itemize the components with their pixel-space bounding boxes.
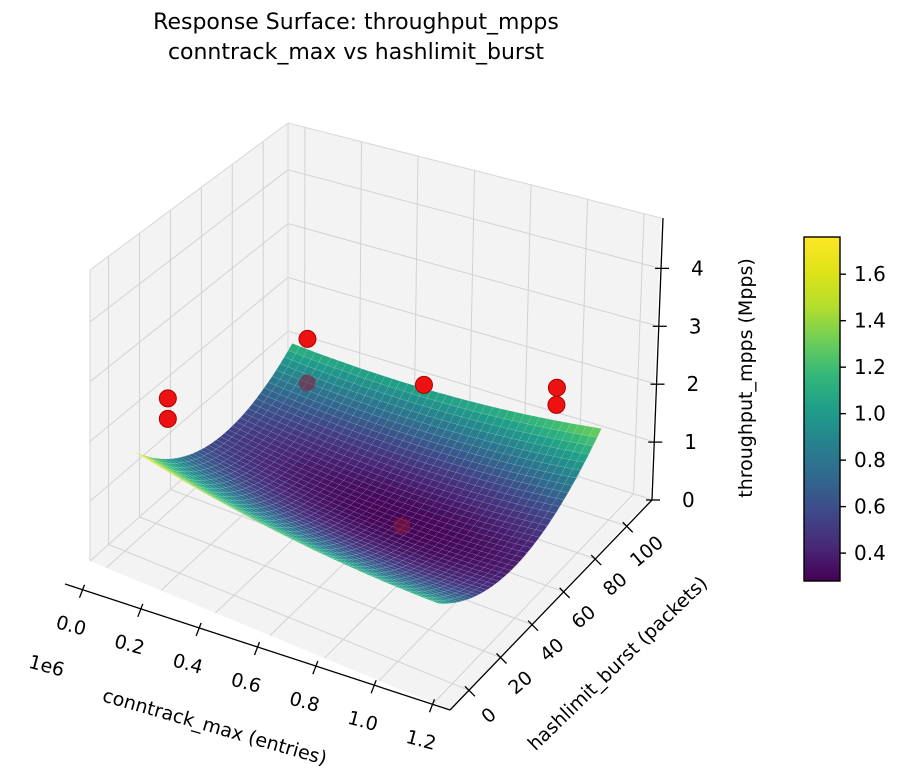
x-tick-label: 1.2 [404,726,439,755]
y-tick-label: 80 [599,568,632,600]
tick-marks [78,267,670,713]
surface-cell [515,550,528,558]
z-axis-line [651,217,664,501]
y-axis-line [449,499,653,711]
data-point [547,378,566,397]
y-tick [559,587,571,599]
x-tick [370,679,377,694]
surface-cell [450,598,464,603]
surface-cell [559,483,573,494]
x-tick-label: 0.6 [229,669,264,698]
x-tick [78,584,86,598]
data-point [414,375,433,394]
surface-cell [443,599,455,604]
surface-cell [446,598,460,603]
z-axis-label: throughput_mpps (Mpps) [735,258,757,498]
chart-title: Response Surface: throughput_mpps conntr… [0,8,712,68]
colorbar-gradient [803,236,841,582]
chart-title-line2: conntrack_max vs hashlimit_burst [167,40,545,65]
surface-cell [539,517,552,526]
x-tick-label: 0.4 [170,650,205,679]
y-tick-label: 0 [477,703,500,728]
surface-cell [511,555,524,563]
surface-cell [572,460,586,471]
colorbar: 0.4 0.6 0.8 1.0 1.2 1.4 1.6 [803,236,886,582]
surface-cell [531,529,544,538]
y-tick [527,620,539,632]
data-point [547,395,566,414]
surface-cell [564,476,577,486]
x-axis-offset-text: 1e6 [26,651,66,682]
y-tick [590,554,602,566]
x-tick [195,622,202,637]
y-tick [622,521,634,533]
data-point [298,329,317,348]
surface-cell [430,600,443,604]
response-surface [132,343,602,604]
surface-cell [580,444,594,455]
colorbar-tick-label: 1.4 [854,309,886,333]
surface-cell [499,567,512,575]
colorbar-tick-label: 0.6 [854,495,886,519]
chart-title-line1: Response Surface: throughput_mpps [153,10,559,35]
x-tick-label: 0.8 [287,688,322,717]
colorbar-tick-label: 1.0 [854,402,886,426]
surface-cell [439,600,451,604]
colorbar-tick-label: 0.4 [854,541,886,565]
x-tick [428,699,436,713]
surface-cell [551,497,565,507]
colorbar-tick-label: 1.6 [854,262,886,286]
surface-cell [458,595,472,600]
data-point-occluded [393,517,411,535]
x-tick-label: 0.2 [112,630,147,659]
y-tick-label: 40 [536,634,569,666]
z-tick-label: 4 [691,256,704,280]
z-tick-label: 3 [689,314,702,338]
colorbar-tick-label: 1.2 [854,355,886,379]
colorbar-tick-label: 0.8 [854,448,886,472]
y-tick-label: 20 [504,667,537,699]
surface-cell [454,596,468,602]
x-tick [253,641,261,656]
x-tick [312,660,319,675]
surface-cell [507,559,520,567]
data-point [158,409,177,428]
surface-cell [462,593,476,599]
y-tick [464,685,476,697]
z-tick-label: 1 [684,430,697,454]
y-tick-label: 60 [567,601,600,633]
x-tick [137,603,144,618]
x-tick-label: 0.0 [54,611,89,640]
scatter-points [158,329,566,535]
surface-cell [523,540,536,549]
surface-cell [555,490,569,501]
y-tick [496,653,507,664]
z-tick-label: 2 [687,372,700,396]
surface-cell [519,545,532,554]
data-point-occluded [298,374,316,392]
data-point [158,389,177,408]
surface-cell [576,452,590,463]
x-tick-label: 1.0 [345,707,380,736]
y-tick-label: 100 [626,532,668,572]
z-tick-label: 0 [682,488,695,512]
